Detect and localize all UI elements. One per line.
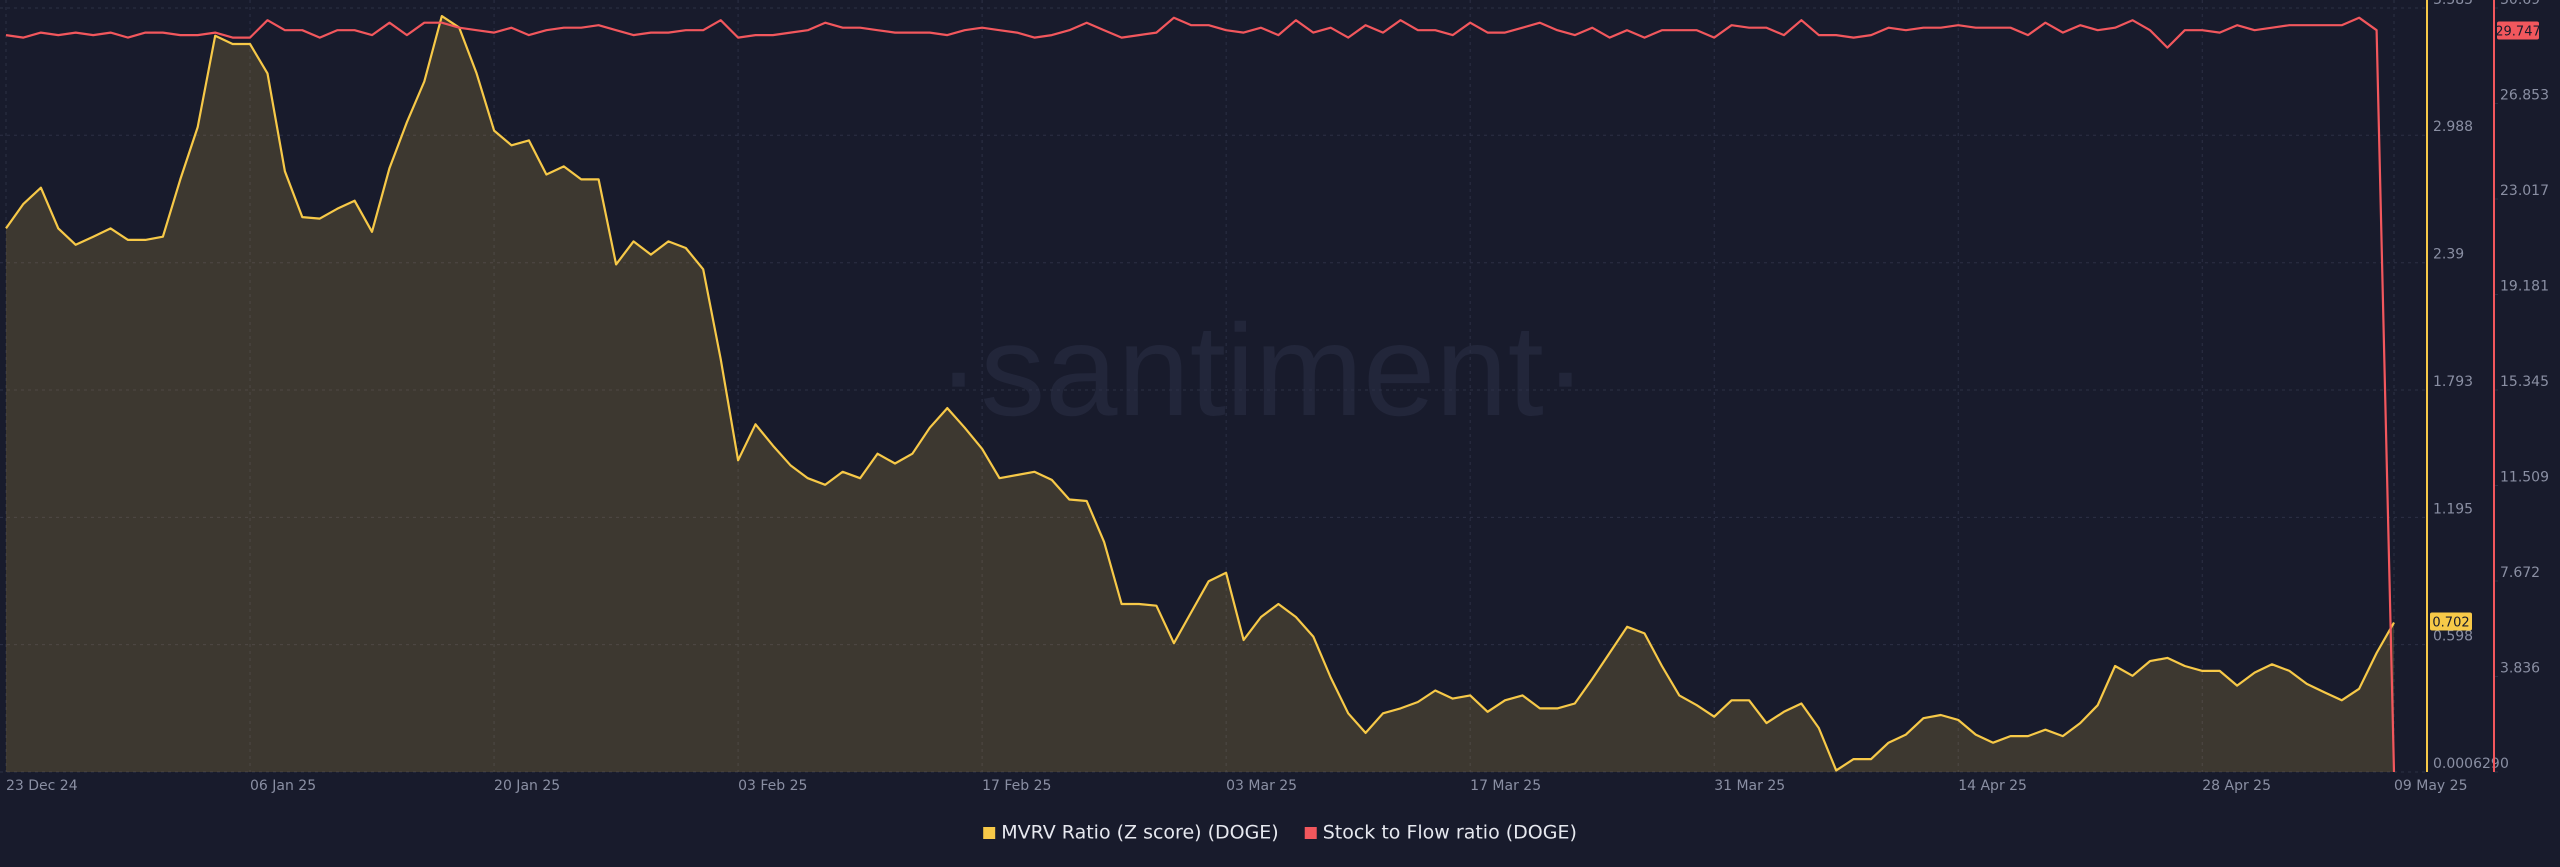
y-tick-label: 1.195 [2433,501,2473,517]
x-tick-label: 06 Jan 25 [250,778,316,794]
line [5,16,2396,773]
y2-tick-label: 30.69 [2500,0,2540,8]
x-tick-label: 14 Apr 25 [1958,778,2027,794]
x-tick-label: 09 May 25 [2394,778,2467,794]
y2-tick-label: 3.836 [2500,661,2540,677]
x-tick-label: 17 Mar 25 [1470,778,1541,794]
x-tick-label: 20 Jan 25 [494,778,560,794]
y-tick-label: 2.39 [2433,247,2464,263]
value-badge [2430,612,2472,631]
value-badge [2497,21,2539,40]
x-tick-label: 17 Feb 25 [982,778,1051,794]
y2-tick-label: 7.672 [2500,565,2540,581]
y2-tick-label: 0 [2500,756,2509,772]
legend: MVRV Ratio (Z score) (DOGE) Stock to Flow… [983,822,1577,844]
y2-tick-label: 15.345 [2500,374,2549,390]
legend-label: Stock to Flow ratio (DOGE) [1323,822,1577,844]
y-tick-label: 2.988 [2433,119,2473,135]
y2-tick-label: 19.181 [2500,279,2549,295]
value-badge-label: 29.747 [2495,24,2541,39]
y2-tick-label: 26.853 [2500,88,2549,104]
x-tick-label: 31 Mar 25 [1714,778,1785,794]
legend-swatch [1304,827,1317,839]
legend-swatch [983,827,996,839]
y-tick-label: 1.793 [2433,374,2473,390]
watermark: ·santiment· [937,297,1587,443]
value-badge-label: 0.702 [2432,616,2469,631]
y-tick-label: 3.585 [2433,0,2473,8]
x-tick-label: 23 Dec 24 [6,778,78,794]
x-tick-label: 03 Mar 25 [1226,778,1297,794]
legend-label: MVRV Ratio (Z score) (DOGE) [1001,822,1279,844]
x-tick-label: 28 Apr 25 [2202,778,2271,794]
y2-tick-label: 23.017 [2500,183,2549,199]
y2-tick-label: 11.509 [2500,469,2549,485]
y-tick-label: 0.598 [2433,629,2473,645]
y-tick-label: 0.000629 [2433,756,2500,772]
line [5,15,2395,772]
x-tick-label: 03 Feb 25 [738,778,807,794]
